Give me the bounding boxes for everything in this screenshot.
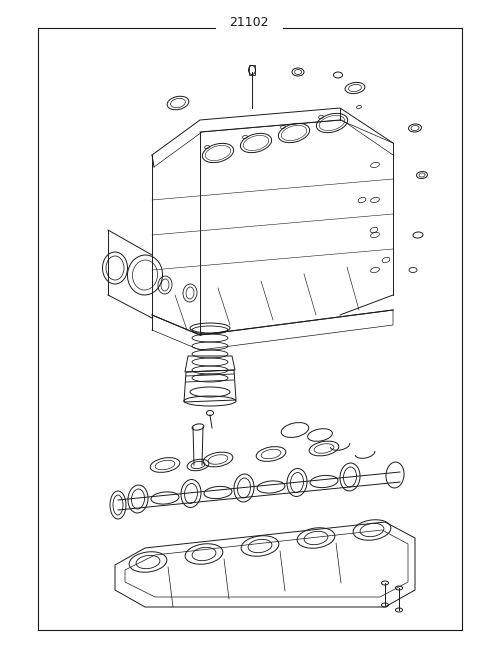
Text: 21102: 21102 (229, 16, 269, 28)
